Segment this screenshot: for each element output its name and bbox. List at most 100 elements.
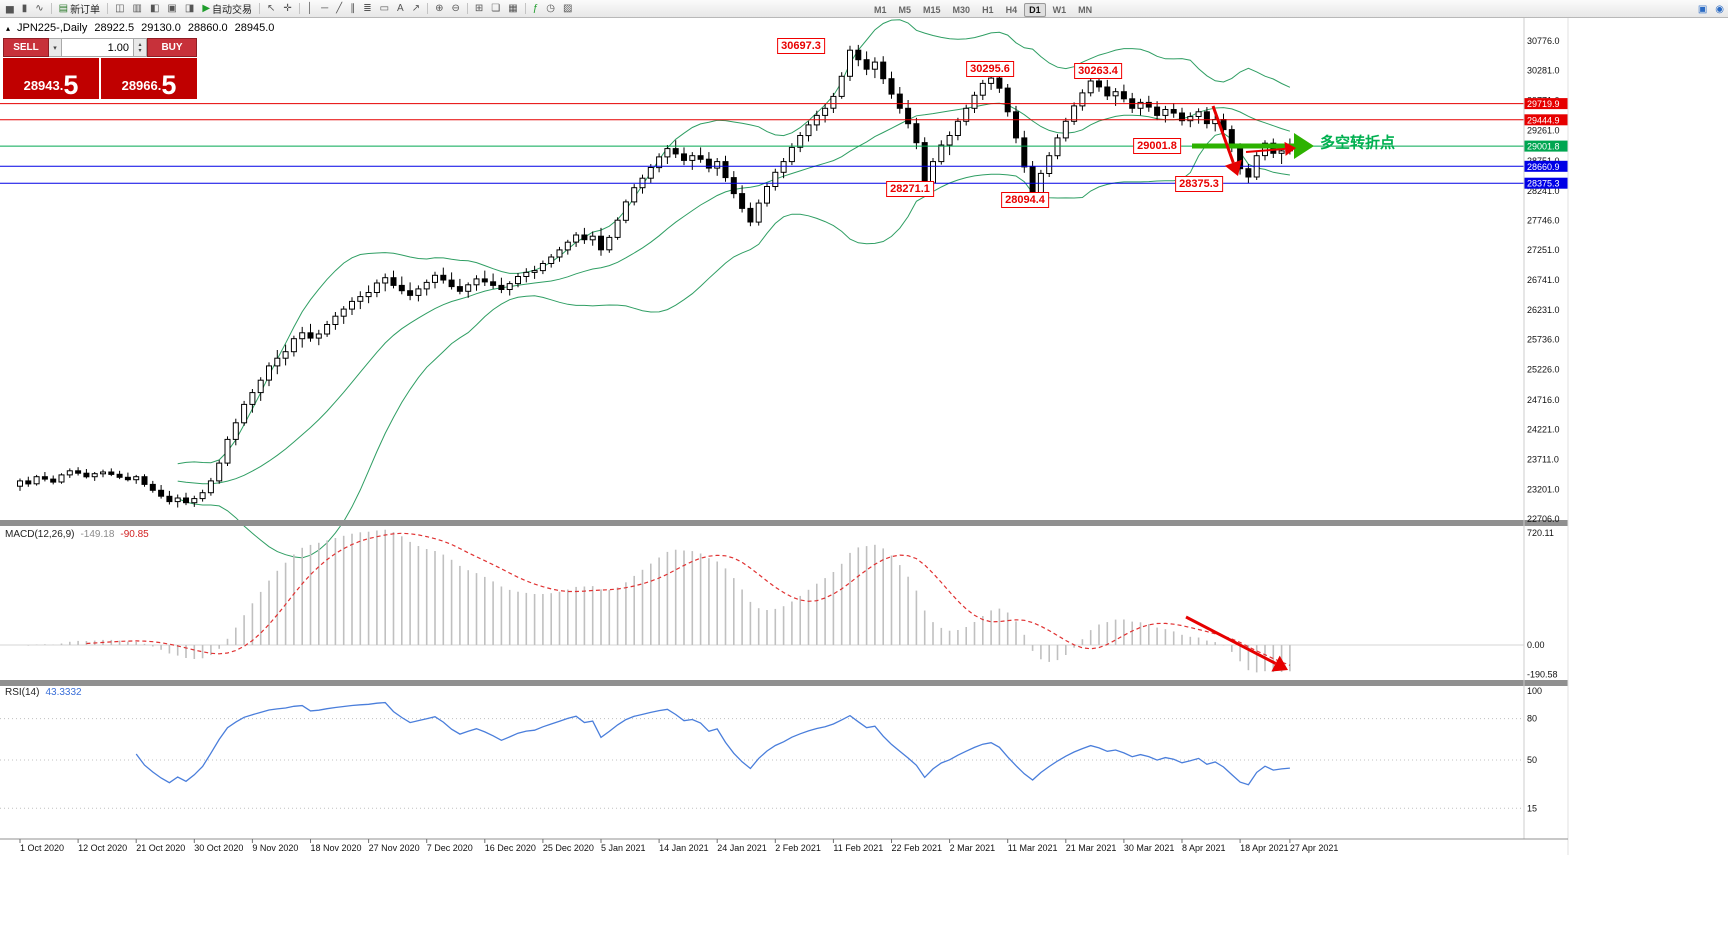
strategy-tester-icon[interactable]: ◨ bbox=[181, 0, 198, 17]
timeframe-toolbar: M1 M5 M15 M30 H1 H4 D1 W1 MN bbox=[868, 1, 1098, 18]
macd-pane: 720.11 0.00 -190.58 bbox=[0, 528, 1558, 680]
svg-text:5 Jan 2021: 5 Jan 2021 bbox=[601, 843, 646, 853]
svg-text:24 Jan 2021: 24 Jan 2021 bbox=[717, 843, 767, 853]
cursor-icon-glyph: ↖ bbox=[267, 2, 276, 14]
chart-candle-icon[interactable]: ▮ bbox=[18, 0, 32, 17]
rsi-name: RSI(14) bbox=[5, 687, 40, 698]
chart-line-icon-glyph: ∿ bbox=[35, 2, 44, 14]
svg-text:1 Oct 2020: 1 Oct 2020 bbox=[20, 843, 64, 853]
stepper-down-icon: ▾ bbox=[138, 47, 142, 54]
cascade-windows-icon[interactable]: ❏ bbox=[487, 0, 504, 17]
indicators-icon[interactable]: ƒ bbox=[529, 0, 543, 17]
rsi-value: 43.3332 bbox=[45, 687, 82, 698]
toolbar-separator bbox=[298, 3, 300, 14]
svg-text:50: 50 bbox=[1527, 755, 1537, 765]
timeframe-mn[interactable]: MN bbox=[1078, 4, 1093, 15]
svg-text:21 Oct 2020: 21 Oct 2020 bbox=[136, 843, 185, 853]
sell-button[interactable]: SELL bbox=[3, 38, 49, 57]
market-watch-icon[interactable]: ◫ bbox=[111, 0, 128, 17]
pane-separators[interactable] bbox=[0, 520, 1568, 686]
svg-text:2 Feb 2021: 2 Feb 2021 bbox=[775, 843, 821, 853]
svg-text:21 Mar 2021: 21 Mar 2021 bbox=[1066, 843, 1117, 853]
templates-icon[interactable]: ▨ bbox=[559, 0, 576, 17]
arrange-windows-icon-glyph: ▦ bbox=[508, 2, 518, 14]
drawn-arrows[interactable] bbox=[1185, 105, 1314, 672]
time-axis: 1 Oct 2020 12 Oct 2020 21 Oct 2020 30 Oct 2… bbox=[0, 838, 1568, 853]
toolbar-separator bbox=[107, 3, 109, 14]
navigator-icon[interactable]: ◧ bbox=[146, 0, 163, 17]
svg-text:9 Nov 2020: 9 Nov 2020 bbox=[252, 843, 298, 853]
chart-bar-icon[interactable]: ▅ bbox=[2, 0, 18, 17]
toolbar-separator bbox=[466, 3, 468, 14]
svg-text:15: 15 bbox=[1527, 803, 1537, 813]
chart-line-icon[interactable]: ∿ bbox=[31, 0, 47, 17]
timeframe-w1[interactable]: W1 bbox=[1052, 4, 1067, 15]
svg-text:26741.0: 26741.0 bbox=[1527, 275, 1560, 285]
mql5-community-icon[interactable]: ▣ bbox=[1694, 1, 1711, 18]
rsi-pane: 100 80 50 15 bbox=[0, 686, 1542, 813]
macd-name: MACD(12,26,9) bbox=[5, 529, 75, 540]
svg-text:18 Apr 2021: 18 Apr 2021 bbox=[1240, 843, 1289, 853]
trade-buttons-row: SELL ▾ 1.00 ▴ ▾ BUY bbox=[3, 38, 197, 57]
fibonacci-icon[interactable]: ≣ bbox=[359, 0, 375, 17]
timeframe-h4[interactable]: H4 bbox=[1005, 4, 1018, 15]
ask-price-display[interactable]: 28966. 5 bbox=[101, 58, 197, 99]
volume-dropdown[interactable]: ▾ bbox=[49, 38, 62, 57]
svg-text:29444.9: 29444.9 bbox=[1527, 115, 1560, 125]
crosshair-icon[interactable]: ✛ bbox=[279, 0, 295, 17]
svg-text:27 Nov 2020: 27 Nov 2020 bbox=[369, 843, 420, 853]
svg-text:23711.0: 23711.0 bbox=[1527, 455, 1559, 465]
svg-text:22706.0: 22706.0 bbox=[1527, 514, 1560, 524]
periods-icon[interactable]: ◷ bbox=[542, 0, 559, 17]
horizontal-line-icon-glyph: ─ bbox=[321, 2, 329, 14]
svg-text:25 Dec 2020: 25 Dec 2020 bbox=[543, 843, 594, 853]
timeframe-m1[interactable]: M1 bbox=[874, 4, 887, 15]
channel-icon[interactable]: ∥ bbox=[346, 0, 359, 17]
text-label-icon[interactable]: A bbox=[393, 0, 408, 17]
volume-input[interactable]: 1.00 bbox=[62, 38, 134, 57]
data-window-icon[interactable]: ▥ bbox=[129, 0, 146, 17]
zoom-in-icon-glyph: ⊕ bbox=[435, 2, 444, 14]
chart-bar-icon-glyph: ▅ bbox=[6, 2, 14, 14]
autotrading-button[interactable]: ▶ 自动交易 bbox=[198, 0, 256, 17]
timeframe-d1[interactable]: D1 bbox=[1024, 2, 1046, 17]
price-axis: 30776.030281.029771.029261.028751.028241… bbox=[1523, 17, 1569, 855]
toolbar-separator bbox=[50, 3, 52, 14]
timeframe-m15[interactable]: M15 bbox=[923, 4, 941, 15]
timeframe-h1[interactable]: H1 bbox=[982, 4, 994, 15]
zoom-out-icon[interactable]: ⊖ bbox=[447, 0, 463, 17]
arrange-windows-icon[interactable]: ▦ bbox=[504, 0, 521, 17]
toolbar-right-group: ▣ ◉ bbox=[1694, 1, 1728, 18]
svg-text:25736.0: 25736.0 bbox=[1527, 335, 1560, 345]
new-order-button[interactable]: ▤ 新订单 bbox=[55, 0, 104, 17]
quote-panel-collapse-icon[interactable]: ▴ bbox=[6, 23, 11, 33]
horizontal-line-icon[interactable]: ─ bbox=[317, 0, 332, 17]
volume-stepper[interactable]: ▴ ▾ bbox=[134, 38, 147, 57]
svg-text:12 Oct 2020: 12 Oct 2020 bbox=[78, 843, 127, 853]
buy-button[interactable]: BUY bbox=[147, 38, 197, 57]
timeframe-m5[interactable]: M5 bbox=[898, 4, 912, 15]
high-value: 29130.0 bbox=[141, 22, 181, 34]
svg-text:30281.0: 30281.0 bbox=[1527, 65, 1560, 75]
toolbar-separator bbox=[524, 3, 526, 14]
mql5-community-icon-glyph: ▣ bbox=[1697, 3, 1708, 15]
chevron-down-icon: ▾ bbox=[53, 44, 57, 52]
arrows-icon[interactable]: ↗ bbox=[408, 0, 424, 17]
svg-text:11 Feb 2021: 11 Feb 2021 bbox=[833, 843, 883, 853]
vertical-line-icon[interactable]: │ bbox=[303, 0, 317, 17]
trendline-icon[interactable]: ╱ bbox=[332, 0, 346, 17]
bid-price-display[interactable]: 28943. 5 bbox=[3, 58, 99, 99]
help-icon[interactable]: ◉ bbox=[1711, 1, 1728, 18]
macd-signal-value: -90.85 bbox=[120, 529, 149, 540]
tile-windows-icon[interactable]: ⊞ bbox=[471, 0, 487, 17]
terminal-icon[interactable]: ▣ bbox=[163, 0, 180, 17]
low-value: 28860.0 bbox=[187, 22, 228, 34]
candlestick-series bbox=[17, 44, 1293, 508]
zoom-in-icon[interactable]: ⊕ bbox=[431, 0, 447, 17]
svg-text:27251.0: 27251.0 bbox=[1527, 245, 1560, 255]
shapes-icon[interactable]: ▭ bbox=[376, 0, 393, 17]
cursor-icon[interactable]: ↖ bbox=[263, 0, 279, 17]
timeframe-m30[interactable]: M30 bbox=[952, 4, 971, 15]
svg-text:0.00: 0.00 bbox=[1527, 640, 1545, 650]
